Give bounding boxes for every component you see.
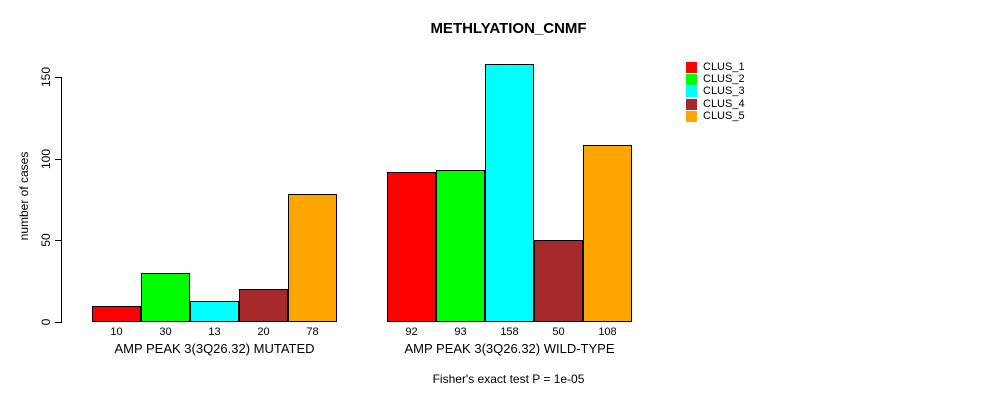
y-axis-tick: [55, 322, 62, 323]
bar-clus_2: [141, 272, 190, 322]
bar-value-label: 50: [552, 326, 565, 338]
bar-clus_1: [92, 305, 141, 322]
bar-value-label: 108: [598, 326, 617, 338]
bar-value-label: 13: [208, 326, 221, 338]
legend-row: CLUS_1: [686, 61, 745, 73]
legend-row: CLUS_5: [686, 111, 745, 123]
bar-clus_4: [239, 289, 288, 322]
bar-value-label: 92: [405, 326, 418, 338]
bar-value-label: 93: [454, 326, 467, 338]
legend: CLUS_1 CLUS_2 CLUS_3 CLUS_4 CLUS_5: [686, 61, 745, 123]
legend-swatch-clus_4: [686, 98, 697, 110]
bar-clus_1: [387, 171, 436, 322]
bar-clus_5: [583, 145, 632, 322]
y-axis-tick: [55, 76, 62, 78]
y-axis-label: number of cases: [17, 151, 31, 241]
legend-row: CLUS_3: [686, 86, 745, 98]
bar-clus_3: [485, 63, 534, 322]
legend-label: CLUS_3: [703, 85, 745, 98]
annotation-fisher-test: Fisher's exact test P = 1e-05: [432, 372, 585, 386]
group-label: AMP PEAK 3(3Q26.32) MUTATED: [114, 341, 315, 356]
legend-row: CLUS_4: [686, 98, 745, 110]
bar-clus_2: [436, 169, 485, 322]
y-axis-tick-label: 100: [39, 148, 53, 169]
legend-swatch-clus_3: [686, 86, 697, 98]
bar-value-label: 20: [257, 326, 270, 338]
bar-clus_3: [190, 300, 239, 322]
bar-value-label: 158: [500, 326, 519, 338]
bar-value-label: 30: [159, 326, 172, 338]
y-axis-tick: [55, 158, 62, 160]
legend-label: CLUS_1: [703, 60, 745, 73]
y-axis-line: [61, 76, 62, 322]
bar-value-label: 78: [306, 326, 319, 338]
legend-label: CLUS_4: [703, 97, 745, 110]
bar-clus_4: [534, 240, 583, 322]
legend-row: CLUS_2: [686, 73, 745, 86]
legend-swatch-clus_2: [686, 74, 697, 86]
bar-clus_5: [288, 194, 337, 322]
y-axis-tick-label: 150: [39, 66, 53, 87]
group-label: AMP PEAK 3(3Q26.32) WILD-TYPE: [404, 341, 615, 356]
y-axis-tick: [55, 240, 62, 242]
legend-label: CLUS_5: [703, 110, 745, 123]
legend-swatch-clus_5: [686, 111, 697, 123]
bar-value-label: 10: [110, 326, 123, 338]
legend-label: CLUS_2: [703, 73, 745, 86]
legend-swatch-clus_1: [686, 61, 697, 73]
y-axis-tick-label: 50: [39, 233, 53, 247]
chart-title: METHLYATION_CNMF: [430, 20, 587, 37]
y-axis-tick-label: 0: [39, 318, 53, 326]
